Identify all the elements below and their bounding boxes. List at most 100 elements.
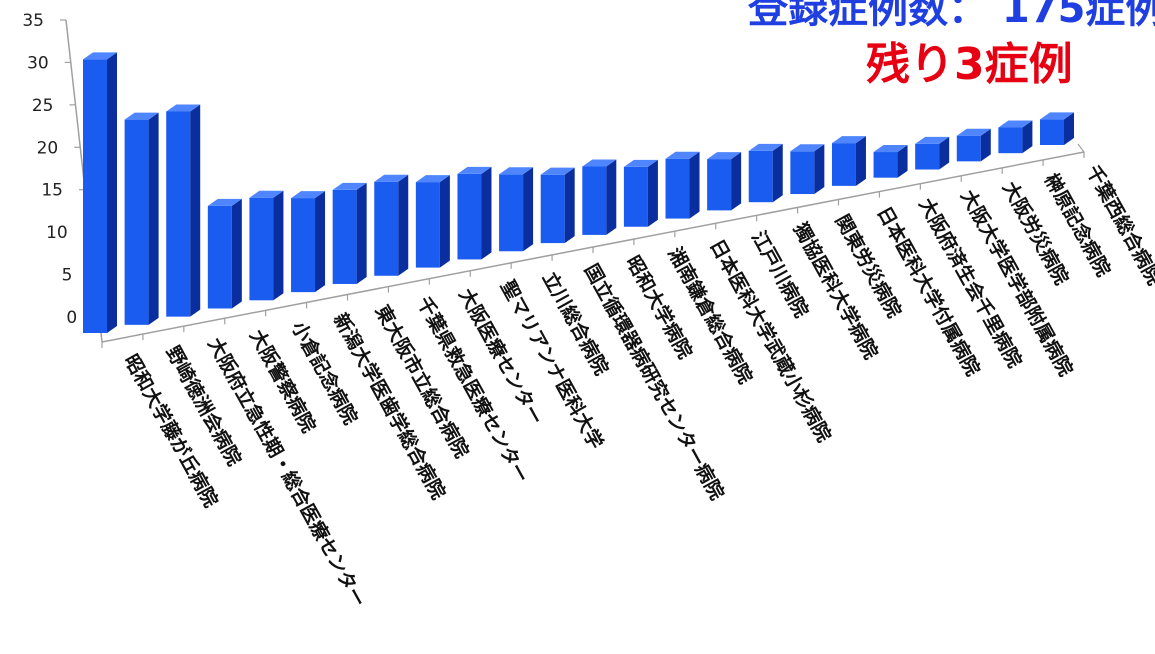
bar xyxy=(83,52,117,334)
bar xyxy=(623,159,658,227)
bar-side xyxy=(1022,120,1033,154)
bar xyxy=(540,167,575,244)
bar xyxy=(124,112,159,325)
bar-side xyxy=(814,144,825,195)
x-tick-label: 獨協医科大学病院 xyxy=(788,218,882,363)
bar-front xyxy=(83,59,107,334)
bar-side xyxy=(481,166,492,260)
bar-front xyxy=(582,166,607,235)
bar-front xyxy=(374,181,399,276)
y-tick-label: 5 xyxy=(62,266,73,286)
bar-side xyxy=(523,167,534,252)
bar-top xyxy=(790,144,825,152)
bar-side xyxy=(731,152,742,211)
bar-top xyxy=(873,145,908,153)
bar-top xyxy=(457,166,492,174)
bars xyxy=(83,52,1074,334)
bar-top xyxy=(249,190,284,198)
bar-front xyxy=(166,111,191,317)
y-tick-label: 35 xyxy=(22,11,44,31)
bar-top xyxy=(1040,112,1074,120)
bar-top xyxy=(623,159,658,167)
bar-side xyxy=(606,159,617,235)
bar-front xyxy=(540,174,565,244)
bar xyxy=(291,191,326,293)
bar-side xyxy=(939,136,950,170)
bar xyxy=(166,104,201,317)
bar-front xyxy=(499,174,524,252)
bar xyxy=(707,152,742,211)
bar-top xyxy=(707,152,742,160)
bar-top xyxy=(332,182,367,190)
bar-front xyxy=(332,189,357,284)
bar-side xyxy=(689,151,700,219)
bar xyxy=(873,145,908,178)
bar-top xyxy=(499,167,534,175)
bar-side xyxy=(148,112,159,325)
bar-top xyxy=(582,159,617,167)
y-tick-label: 10 xyxy=(46,223,68,243)
bar-front xyxy=(665,158,690,219)
y-tick-label: 25 xyxy=(32,96,54,116)
bar xyxy=(499,167,534,252)
bar-side xyxy=(897,145,908,178)
bar-side xyxy=(273,190,284,301)
bar-front xyxy=(707,159,732,211)
bar-top xyxy=(83,52,117,60)
bar-side xyxy=(855,136,866,186)
bar-top xyxy=(415,175,450,183)
bar-top xyxy=(956,128,991,136)
bar xyxy=(956,128,991,162)
bar-side xyxy=(772,143,783,203)
bar-side xyxy=(231,198,242,309)
bar xyxy=(332,182,367,284)
bar-top xyxy=(831,136,866,144)
bar-side xyxy=(398,174,409,276)
bar xyxy=(790,144,825,195)
x-tick-label: 大阪医療センター xyxy=(454,285,548,429)
bar-side xyxy=(315,191,326,293)
chart-subtitle: 残り3症例 xyxy=(866,39,1073,90)
bar-side xyxy=(356,182,367,284)
floor-edge xyxy=(1077,143,1085,153)
y-tick-label: 15 xyxy=(41,181,63,201)
bar xyxy=(415,175,450,268)
bar-top xyxy=(665,151,700,159)
bar-side xyxy=(980,128,991,162)
bar-top xyxy=(166,104,201,112)
bar-front xyxy=(790,151,815,195)
bar-front xyxy=(249,197,274,301)
bar-front xyxy=(291,198,316,293)
bar-top xyxy=(207,198,242,206)
bar-top xyxy=(374,174,409,182)
bar-front xyxy=(748,150,773,203)
bar-side xyxy=(190,104,201,317)
bar xyxy=(831,136,866,186)
x-tick-label: 湘南鎌倉総合病院 xyxy=(663,243,757,387)
bar xyxy=(207,198,242,309)
bar xyxy=(748,143,783,203)
bar xyxy=(582,159,617,235)
bar-top xyxy=(998,120,1033,128)
bar-front xyxy=(124,119,149,325)
bar-top xyxy=(915,136,950,144)
y-tick-label: 20 xyxy=(37,138,59,158)
bar-side xyxy=(564,167,575,244)
bar xyxy=(998,120,1033,154)
bar xyxy=(915,136,950,170)
bar-front xyxy=(956,135,981,162)
axis-layer: 0 5 10 15 20 25 30 35 xyxy=(22,11,1085,348)
bar-front xyxy=(207,205,232,309)
bar-front xyxy=(915,143,940,170)
bar-side xyxy=(647,159,658,227)
y-tick-label: 0 xyxy=(66,308,77,328)
bar-side xyxy=(107,52,117,334)
bar xyxy=(665,151,700,219)
bar-side xyxy=(1064,112,1074,145)
bar xyxy=(457,166,492,260)
bar-front xyxy=(831,143,856,186)
bar xyxy=(374,174,409,276)
bar-top xyxy=(540,167,575,175)
bar xyxy=(1040,112,1074,145)
